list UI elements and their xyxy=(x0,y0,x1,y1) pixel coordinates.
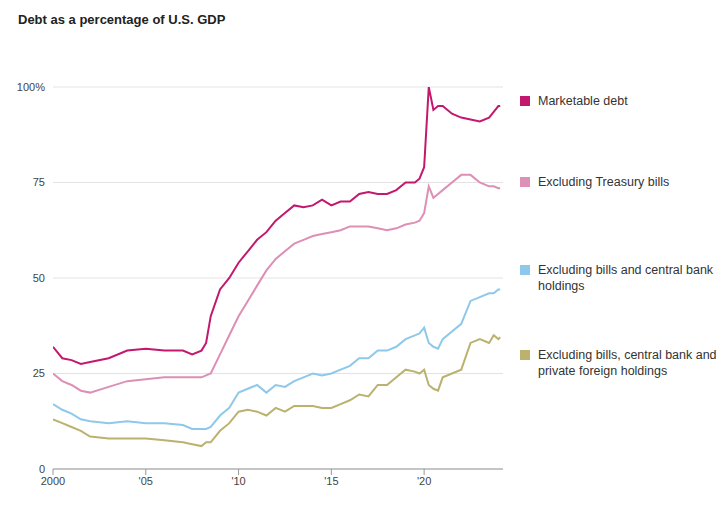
svg-text:'10: '10 xyxy=(231,475,245,487)
html-text:Excluding Treasury bills: Excluding Treasury bills xyxy=(538,175,670,189)
svg-text:'15: '15 xyxy=(324,475,338,487)
svg-text:2000: 2000 xyxy=(41,475,65,487)
svg-text:75: 75 xyxy=(33,176,45,188)
svg-text:'05: '05 xyxy=(139,475,153,487)
svg-text:100%: 100% xyxy=(17,81,45,93)
svg-text:25: 25 xyxy=(33,367,45,379)
html-text:Excluding bills and central ba: Excluding bills and central bank holding… xyxy=(538,263,714,293)
svg-text:0: 0 xyxy=(39,463,45,475)
html-text:Debt as a percentage of U.S. G: Debt as a percentage of U.S. GDP xyxy=(18,12,226,27)
html-text:Marketable debt: Marketable debt xyxy=(538,94,628,108)
svg-text:'20: '20 xyxy=(417,475,431,487)
html-text:Excluding bills, central bank: Excluding bills, central bank and privat… xyxy=(538,348,717,378)
svg-text:50: 50 xyxy=(33,272,45,284)
